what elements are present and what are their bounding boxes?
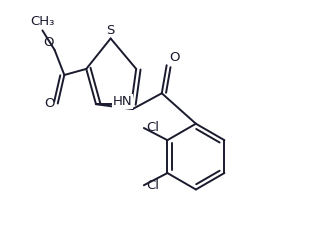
Text: Cl: Cl [146,179,159,192]
Text: HN: HN [112,95,132,108]
Text: Cl: Cl [146,122,159,135]
Text: O: O [44,97,55,110]
Text: O: O [169,51,180,64]
Text: O: O [43,36,53,49]
Text: CH₃: CH₃ [30,15,54,28]
Text: S: S [106,24,115,37]
